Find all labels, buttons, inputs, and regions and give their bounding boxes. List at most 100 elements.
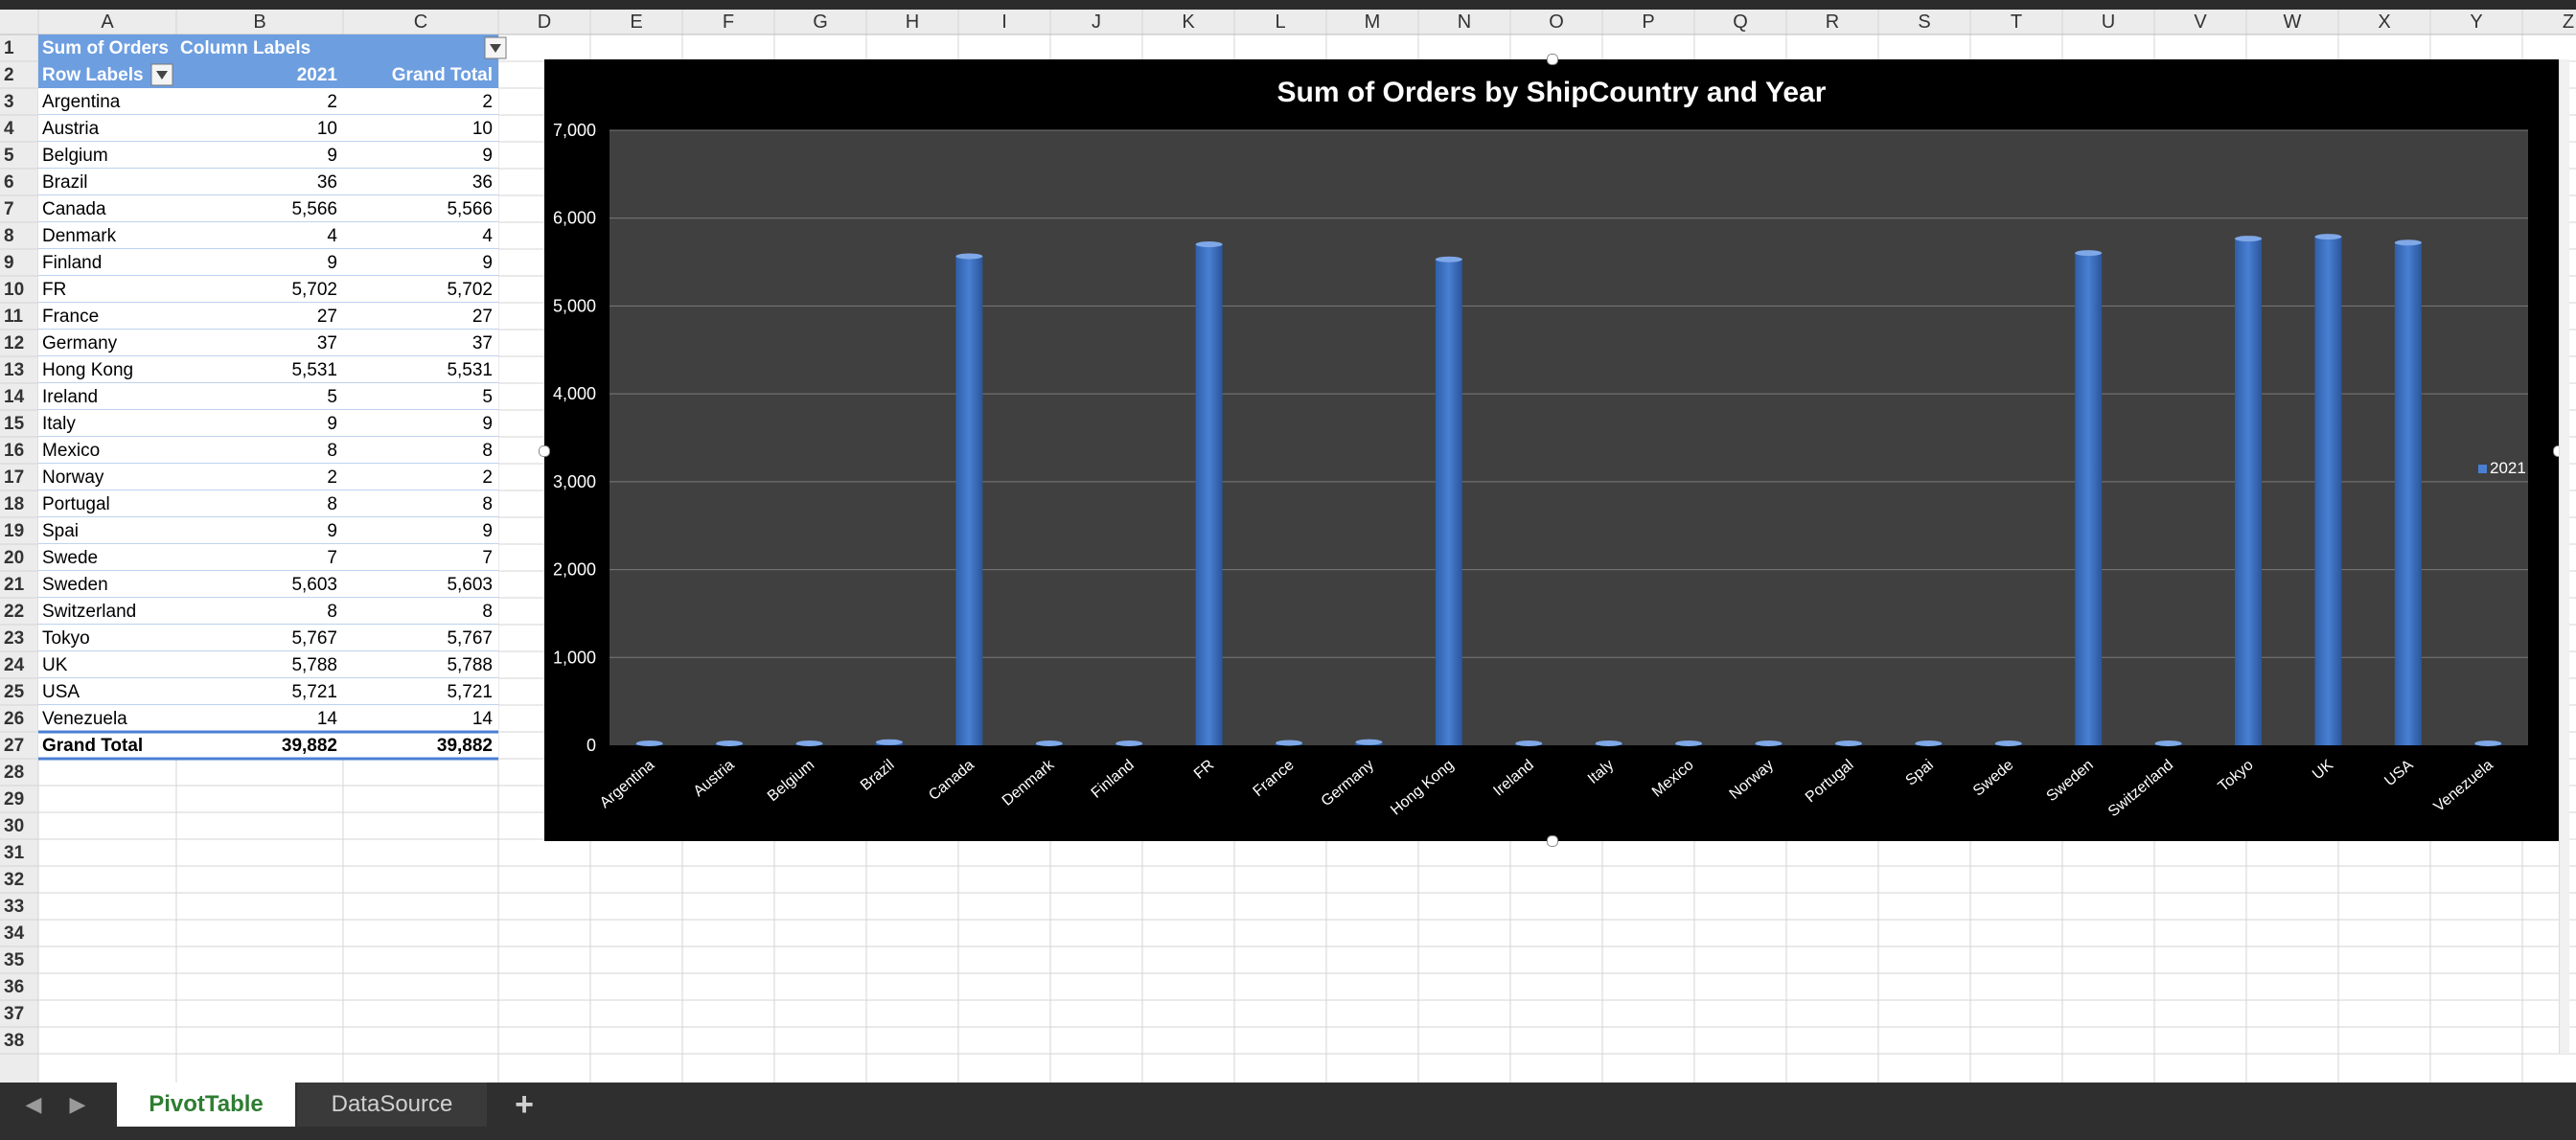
pivot-row[interactable] (38, 303, 498, 330)
row-header[interactable]: 15 (4, 414, 25, 434)
chart-resize-handle-bottom[interactable] (1547, 835, 1558, 847)
pivot-row[interactable] (38, 276, 498, 303)
row-header[interactable]: 28 (4, 763, 24, 783)
bar[interactable] (2235, 239, 2263, 745)
row-header[interactable]: 27 (4, 736, 24, 756)
legend-label[interactable]: 2021 (2490, 459, 2526, 477)
row-header[interactable]: 16 (4, 441, 24, 461)
row-header[interactable]: 36 (4, 977, 24, 997)
pivot-row[interactable] (38, 249, 498, 276)
row-header[interactable]: 18 (4, 494, 24, 514)
row-header[interactable]: 4 (4, 119, 14, 139)
column-header[interactable]: R (1826, 11, 1839, 33)
row-header[interactable]: 37 (4, 1004, 24, 1024)
pivot-row[interactable] (38, 437, 498, 464)
column-header[interactable]: U (2102, 11, 2115, 33)
column-header[interactable]: Z (2563, 11, 2574, 33)
chevron-right-icon[interactable]: ▶ (69, 1092, 86, 1116)
pivot-row[interactable] (38, 195, 498, 222)
column-header[interactable]: F (723, 11, 734, 33)
row-header[interactable]: 26 (4, 709, 24, 729)
bar[interactable] (955, 256, 983, 745)
bar[interactable] (1435, 259, 1462, 745)
pivot-row[interactable] (38, 115, 498, 142)
pivot-row[interactable] (38, 142, 498, 169)
add-sheet-button[interactable]: + (515, 1086, 534, 1123)
row-header[interactable]: 10 (4, 280, 24, 300)
row-header[interactable]: 11 (4, 307, 24, 327)
pivot-row[interactable] (38, 678, 498, 705)
vertical-scrollbar[interactable] (2559, 59, 2569, 1054)
row-header[interactable]: 33 (4, 897, 24, 917)
column-header[interactable]: T (2011, 11, 2022, 33)
row-header[interactable]: 1 (4, 38, 14, 58)
pivot-row[interactable] (38, 169, 498, 195)
pivot-row[interactable] (38, 330, 498, 356)
row-header[interactable]: 21 (4, 575, 25, 595)
row-header[interactable]: 20 (4, 548, 24, 568)
tab-pivottable[interactable]: PivotTable (117, 1083, 295, 1127)
row-header[interactable]: 5 (4, 146, 14, 166)
column-header[interactable]: M (1365, 11, 1381, 33)
column-header[interactable]: N (1458, 11, 1471, 33)
row-header[interactable]: 23 (4, 628, 24, 649)
chart-resize-handle-left[interactable] (539, 445, 550, 457)
bar[interactable] (2394, 242, 2422, 746)
bar[interactable] (2075, 253, 2103, 745)
column-header[interactable]: X (2378, 11, 2390, 33)
column-header[interactable]: D (538, 11, 551, 33)
pivot-row[interactable] (38, 625, 498, 651)
pivot-row[interactable] (38, 571, 498, 598)
tab-datasource[interactable]: DataSource (297, 1083, 487, 1127)
column-header[interactable]: O (1549, 11, 1564, 33)
column-header[interactable]: A (101, 11, 114, 33)
pivot-chart[interactable]: Sum of Orders by ShipCountry and Year 0 1,… (539, 54, 2564, 847)
spreadsheet-grid[interactable]: A B C D E F G H I J K L M N O P Q R S T U V W X Y Z12345678910111… (0, 10, 2576, 1083)
row-header[interactable]: 29 (4, 789, 24, 809)
pivot-row[interactable] (38, 222, 498, 249)
column-header[interactable]: C (414, 11, 427, 33)
row-header[interactable]: 8 (4, 226, 14, 246)
row-header[interactable]: 6 (4, 172, 14, 193)
row-header[interactable]: 13 (4, 360, 24, 380)
pivot-row[interactable] (38, 651, 498, 678)
pivot-row[interactable] (38, 88, 498, 115)
pivot-row[interactable] (38, 544, 498, 571)
pivot-grand-total-row[interactable] (38, 732, 498, 759)
row-header[interactable]: 34 (4, 923, 25, 944)
pivot-row[interactable] (38, 598, 498, 625)
chevron-left-icon[interactable]: ◀ (25, 1092, 42, 1116)
column-header[interactable]: K (1182, 11, 1195, 33)
column-header[interactable]: Q (1733, 11, 1748, 33)
row-header[interactable]: 30 (4, 816, 24, 836)
column-header[interactable]: V (2194, 11, 2207, 33)
bar[interactable] (1195, 244, 1223, 745)
column-header[interactable]: H (906, 11, 919, 33)
pivot-row[interactable] (38, 410, 498, 437)
row-header[interactable]: 32 (4, 870, 24, 890)
row-header[interactable]: 17 (4, 467, 24, 488)
pivot-row[interactable] (38, 517, 498, 544)
row-header[interactable]: 22 (4, 602, 24, 622)
row-header[interactable]: 7 (4, 199, 14, 219)
row-header[interactable]: 35 (4, 950, 25, 970)
bar[interactable] (2314, 237, 2342, 745)
row-header[interactable]: 9 (4, 253, 14, 273)
chart-resize-handle-top[interactable] (1547, 54, 1558, 65)
column-header[interactable]: Y (2470, 11, 2482, 33)
pivot-row[interactable] (38, 705, 498, 732)
column-header[interactable]: G (813, 11, 828, 33)
row-header[interactable]: 2 (4, 65, 14, 85)
row-header[interactable]: 24 (4, 655, 25, 675)
column-header[interactable]: W (2284, 11, 2302, 33)
row-header[interactable]: 31 (4, 843, 25, 863)
pivot-row[interactable] (38, 490, 498, 517)
pivot-row[interactable] (38, 356, 498, 383)
column-header[interactable]: J (1092, 11, 1101, 33)
row-header[interactable]: 38 (4, 1031, 24, 1051)
pivot-row[interactable] (38, 383, 498, 410)
row-header[interactable]: 14 (4, 387, 25, 407)
row-header[interactable]: 19 (4, 521, 24, 541)
column-header[interactable]: E (630, 11, 642, 33)
row-header[interactable]: 12 (4, 333, 24, 353)
